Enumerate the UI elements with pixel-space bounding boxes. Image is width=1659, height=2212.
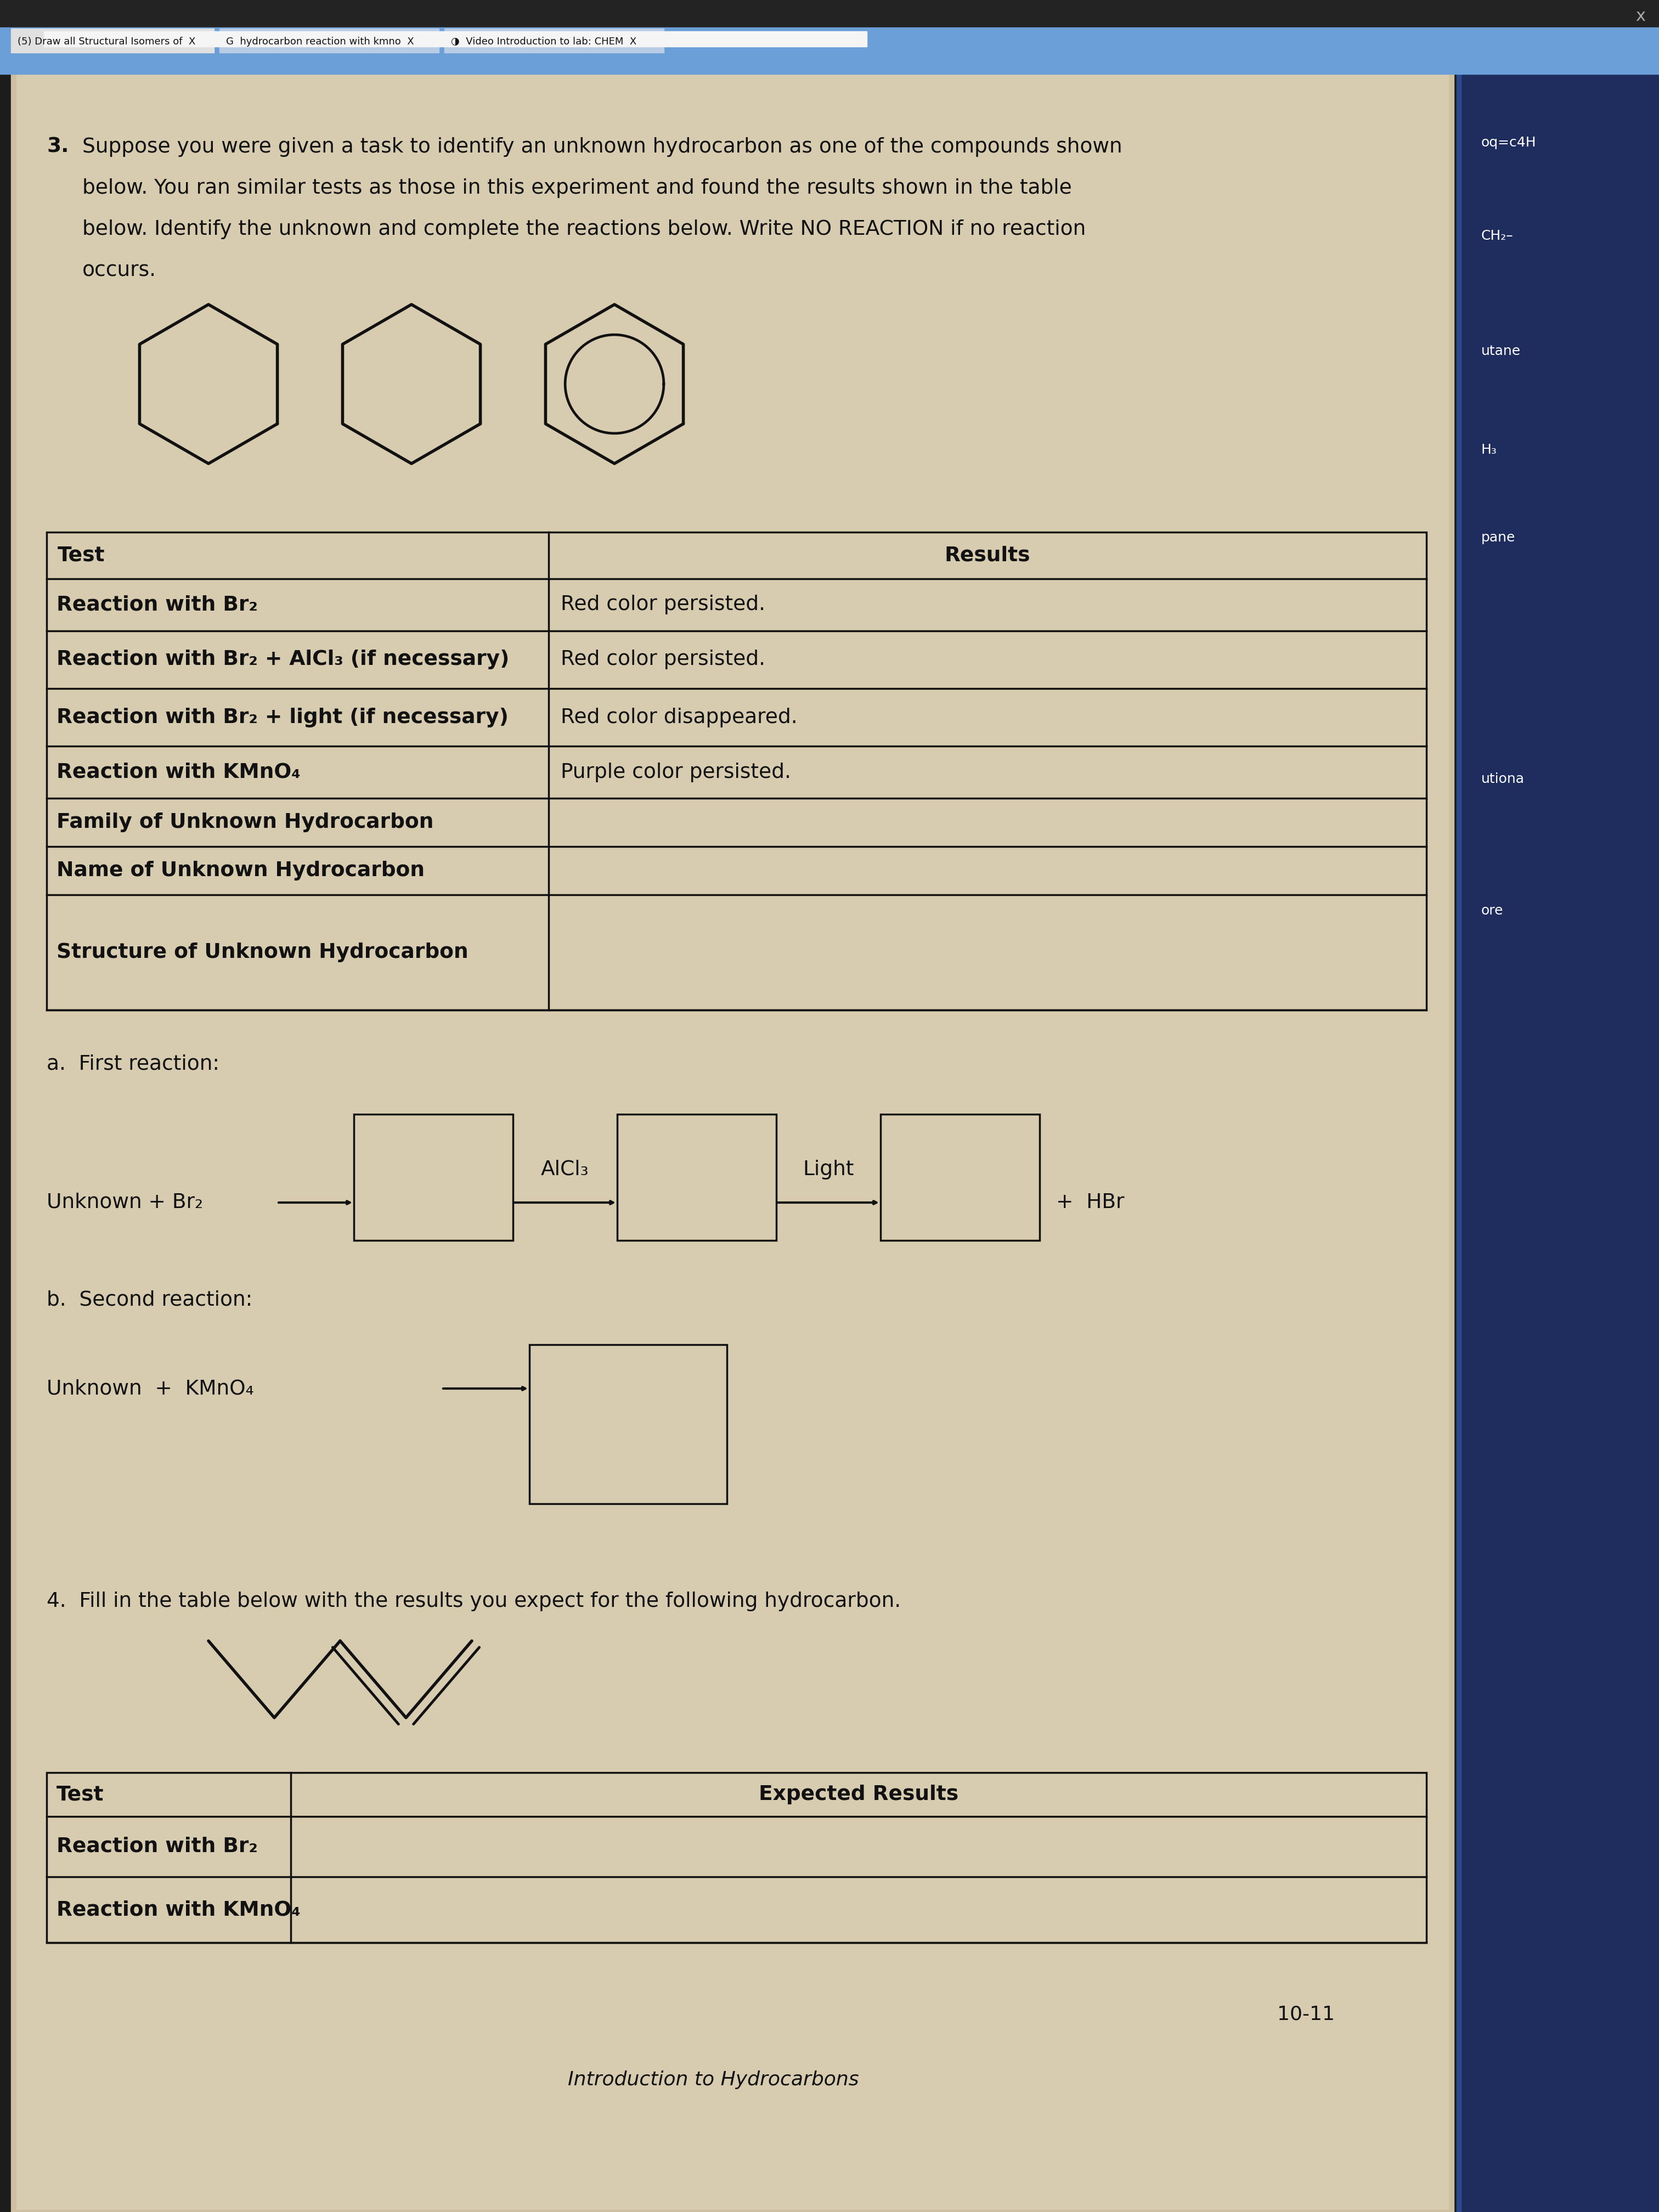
Bar [12, 64, 1453, 2212]
Text: Introduction to Hydrocarbons: Introduction to Hydrocarbons [567, 2070, 859, 2088]
Text: ◑  Video Introduction to lab: CHEM  X: ◑ Video Introduction to lab: CHEM X [451, 38, 637, 46]
Bar [17, 66, 1448, 2210]
Text: Reaction with Br₂: Reaction with Br₂ [56, 1836, 257, 1856]
Text: Red color persisted.: Red color persisted. [561, 595, 765, 615]
Bar [617, 1115, 776, 1241]
Text: oq=c4H: oq=c4H [1481, 137, 1536, 148]
Text: Reaction with KMnO₄: Reaction with KMnO₄ [56, 763, 300, 783]
Text: Purple color persisted.: Purple color persisted. [561, 763, 791, 783]
Bar [881, 1115, 1040, 1241]
Text: below. You ran similar tests as those in this experiment and found the results s: below. You ran similar tests as those in… [83, 179, 1072, 199]
Bar [43, 31, 866, 46]
Bar [12, 29, 214, 53]
Text: H₃: H₃ [1481, 442, 1496, 456]
Text: Reaction with Br₂ + light (if necessary): Reaction with Br₂ + light (if necessary) [56, 708, 509, 728]
Text: utiona: utiona [1481, 772, 1525, 785]
Text: Unknown  +  KMnO₄: Unknown + KMnO₄ [46, 1378, 254, 1398]
Bar [0, 27, 1659, 73]
Text: Reaction with Br₂ + AlCl₃ (if necessary): Reaction with Br₂ + AlCl₃ (if necessary) [56, 650, 509, 670]
Text: CH₂–: CH₂– [1481, 230, 1513, 243]
Bar [46, 533, 1427, 1011]
Text: Results: Results [944, 546, 1030, 566]
Bar [529, 1345, 727, 1504]
Text: occurs.: occurs. [83, 261, 156, 281]
Text: Test: Test [56, 1785, 105, 1805]
Text: AlCl₃: AlCl₃ [541, 1159, 589, 1179]
Text: Expected Results: Expected Results [758, 1785, 959, 1805]
Text: Test: Test [58, 546, 105, 566]
Text: Structure of Unknown Hydrocarbon: Structure of Unknown Hydrocarbon [56, 942, 468, 962]
Text: b.  Second reaction:: b. Second reaction: [46, 1290, 252, 1310]
Text: pane: pane [1481, 531, 1515, 544]
Text: Reaction with KMnO₄: Reaction with KMnO₄ [56, 1900, 300, 1920]
Text: x: x [1636, 9, 1646, 24]
Text: a.  First reaction:: a. First reaction: [46, 1053, 219, 1073]
Bar [353, 1115, 513, 1241]
Text: Red color persisted.: Red color persisted. [561, 650, 765, 670]
Text: Light: Light [803, 1159, 854, 1179]
Text: Red color disappeared.: Red color disappeared. [561, 708, 798, 728]
Text: Reaction with Br₂: Reaction with Br₂ [56, 595, 257, 615]
Text: (5) Draw all Structural Isomers of  X: (5) Draw all Structural Isomers of X [18, 38, 196, 46]
Text: 3.: 3. [46, 137, 70, 157]
Text: G  hydrocarbon reaction with kmno  X: G hydrocarbon reaction with kmno X [226, 38, 415, 46]
Text: 4.  Fill in the table below with the results you expect for the following hydroc: 4. Fill in the table below with the resu… [46, 1590, 901, 1610]
Text: utane: utane [1481, 345, 1521, 358]
Text: +  HBr: + HBr [1057, 1192, 1125, 1212]
Bar [46, 1772, 1427, 1942]
Text: Unknown + Br₂: Unknown + Br₂ [46, 1192, 202, 1212]
Bar [445, 29, 664, 53]
Text: Family of Unknown Hydrocarbon: Family of Unknown Hydrocarbon [56, 812, 433, 832]
Text: 10-11: 10-11 [1277, 2004, 1334, 2024]
Text: below. Identify the unknown and complete the reactions below. Write NO REACTION : below. Identify the unknown and complete… [83, 219, 1087, 239]
Bar [1460, 0, 1659, 2212]
Text: Suppose you were given a task to identify an unknown hydrocarbon as one of the c: Suppose you were given a task to identif… [83, 137, 1121, 157]
Bar [0, 0, 1659, 27]
Text: Name of Unknown Hydrocarbon: Name of Unknown Hydrocarbon [56, 860, 425, 880]
Bar [219, 29, 440, 53]
Text: ore: ore [1481, 905, 1503, 918]
Bar [1457, 0, 1462, 2212]
